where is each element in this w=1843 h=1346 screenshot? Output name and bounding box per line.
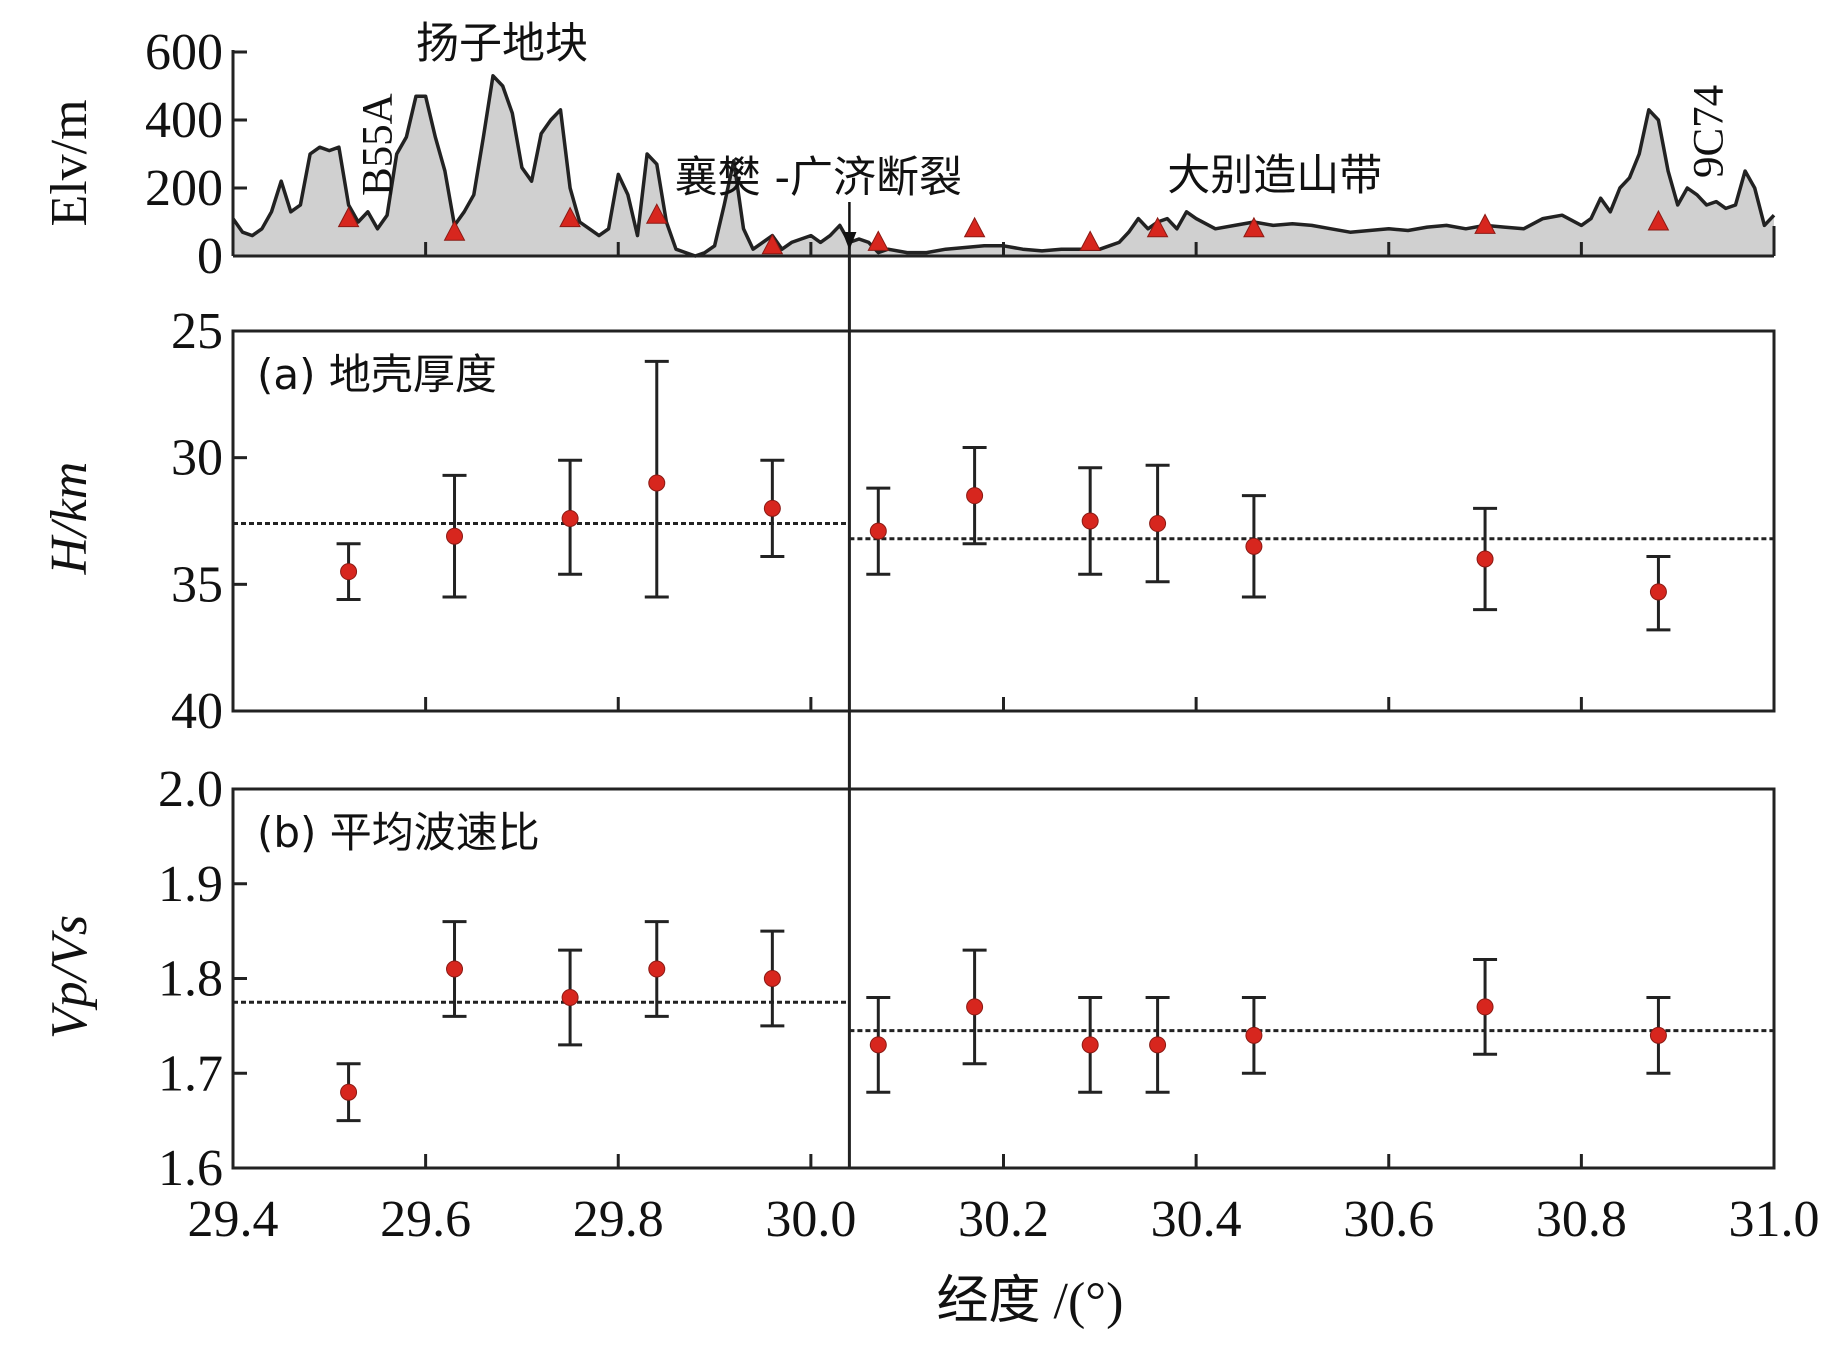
pb-data-point	[446, 960, 464, 978]
pa-data-point	[1649, 583, 1667, 601]
panel-a-title: (a) 地壳厚度	[257, 350, 497, 399]
x-tick-label: 30.6	[1343, 1191, 1434, 1248]
elevation-panel: 0 200 400 600 Elv/m 扬子地块 大别造山带 B55A 9C74	[41, 19, 1776, 285]
pb-y-tick-label: 2.0	[158, 761, 223, 818]
pa-data-point	[446, 527, 464, 545]
elevation-profile-area	[231, 74, 1776, 258]
pb-data-point	[1649, 1026, 1667, 1044]
elevation-y-tick-label: 600	[145, 24, 223, 81]
pb-y-tick-label: 1.7	[158, 1045, 223, 1102]
elevation-y-tick-label: 200	[145, 160, 223, 217]
vp-vs-panel: 1.6 1.7 1.8 1.9 2.0 (b) 平均波速比 Vp/Vs	[41, 761, 1776, 1197]
fault-arrow-head	[842, 232, 857, 250]
elevation-fill	[233, 75, 1774, 256]
pb-data-point	[1245, 1026, 1263, 1044]
panel-b-y-axis-title: Vp/Vs	[41, 915, 98, 1039]
pa-data-point	[1149, 515, 1167, 533]
panel-b-title: (b) 平均波速比	[257, 808, 540, 857]
pa-data-point	[1476, 550, 1494, 568]
elevation-y-tick-label: 400	[145, 92, 223, 149]
pa-data-point	[561, 509, 579, 527]
x-axis-title: 经度 /(°)	[937, 1273, 1124, 1330]
pb-data-point	[1476, 998, 1494, 1016]
station-label-b55a: B55A	[354, 93, 401, 196]
pb-data-point	[1081, 1036, 1099, 1054]
fault-label: 襄樊 -广济断裂	[675, 153, 962, 203]
x-tick-label: 30.4	[1151, 1191, 1242, 1248]
panel-b-y-ticks: 1.6 1.7 1.8 1.9 2.0	[158, 761, 247, 1197]
x-tick-label: 30.8	[1536, 1191, 1627, 1248]
x-tick-label: 30.2	[958, 1191, 1049, 1248]
elevation-line	[231, 74, 1776, 258]
station-triangle	[1146, 216, 1169, 238]
panel-a-points	[336, 359, 1671, 632]
pb-data-point	[966, 998, 984, 1016]
pa-data-point	[648, 474, 666, 492]
pa-y-tick-label: 25	[171, 303, 223, 360]
pb-data-point	[340, 1083, 358, 1101]
pa-data-point	[1081, 512, 1099, 530]
x-tick-label: 29.4	[188, 1191, 279, 1248]
elevation-y-tick-label: 0	[197, 228, 223, 285]
pa-y-tick-label: 30	[171, 430, 223, 487]
station-markers	[337, 203, 1670, 255]
station-triangle	[867, 230, 890, 251]
x-tick-label: 31.0	[1729, 1191, 1820, 1248]
station-triangle	[963, 216, 986, 238]
pb-data-point	[561, 988, 579, 1006]
pb-data-point	[648, 960, 666, 978]
panel-a-y-ticks: 25 30 35 40	[171, 303, 247, 740]
station-triangle	[337, 206, 360, 228]
station-triangle	[1079, 230, 1102, 251]
annotation-yangtze-block: 扬子地块	[416, 19, 588, 69]
station-triangle	[559, 206, 581, 228]
fault-marker: 襄樊 -广济断裂	[675, 153, 962, 1168]
pa-data-point	[340, 563, 358, 581]
station-triangle	[1243, 216, 1265, 238]
elevation-y-axis-title: Elv/m	[41, 99, 98, 226]
pb-y-tick-label: 1.6	[158, 1140, 223, 1197]
pb-data-point	[1149, 1036, 1167, 1054]
station-triangle	[443, 220, 466, 241]
pb-y-tick-label: 1.8	[158, 951, 223, 1008]
station-triangle	[645, 203, 668, 224]
pb-y-tick-label: 1.9	[158, 856, 223, 913]
panel-b-mean-lines	[233, 1000, 1774, 1033]
pa-data-point	[1245, 537, 1263, 555]
panel-a-y-axis-title: H/km	[41, 462, 98, 576]
x-tick-label: 29.6	[380, 1191, 471, 1248]
x-tick-label: 29.8	[573, 1191, 664, 1248]
x-tick-label: 30.0	[765, 1191, 856, 1248]
pa-y-tick-label: 35	[171, 556, 223, 613]
pa-data-point	[869, 522, 887, 540]
pa-data-point	[966, 487, 984, 505]
pa-y-tick-label: 40	[171, 683, 223, 740]
crust-thickness-panel: 25 30 35 40 (a) 地壳厚度 H/km	[41, 303, 1776, 740]
pb-data-point	[869, 1036, 887, 1054]
x-axis-ticks: 29.4 29.6 29.8 30.0 30.2 30.4 30.6 30.8 31.0	[188, 242, 1820, 1248]
elevation-y-ticks: 0 200 400 600	[145, 24, 247, 285]
pa-data-point	[763, 499, 781, 517]
panel-a-mean-lines	[233, 522, 1774, 541]
panel-b-points	[336, 920, 1671, 1123]
station-triangle	[761, 233, 784, 255]
station-label-9c74: 9C74	[1686, 85, 1733, 178]
annotation-dabie-orogen: 大别造山带	[1167, 151, 1382, 201]
station-triangle	[1647, 209, 1670, 231]
station-triangle	[1474, 213, 1496, 234]
pb-data-point	[763, 970, 781, 987]
